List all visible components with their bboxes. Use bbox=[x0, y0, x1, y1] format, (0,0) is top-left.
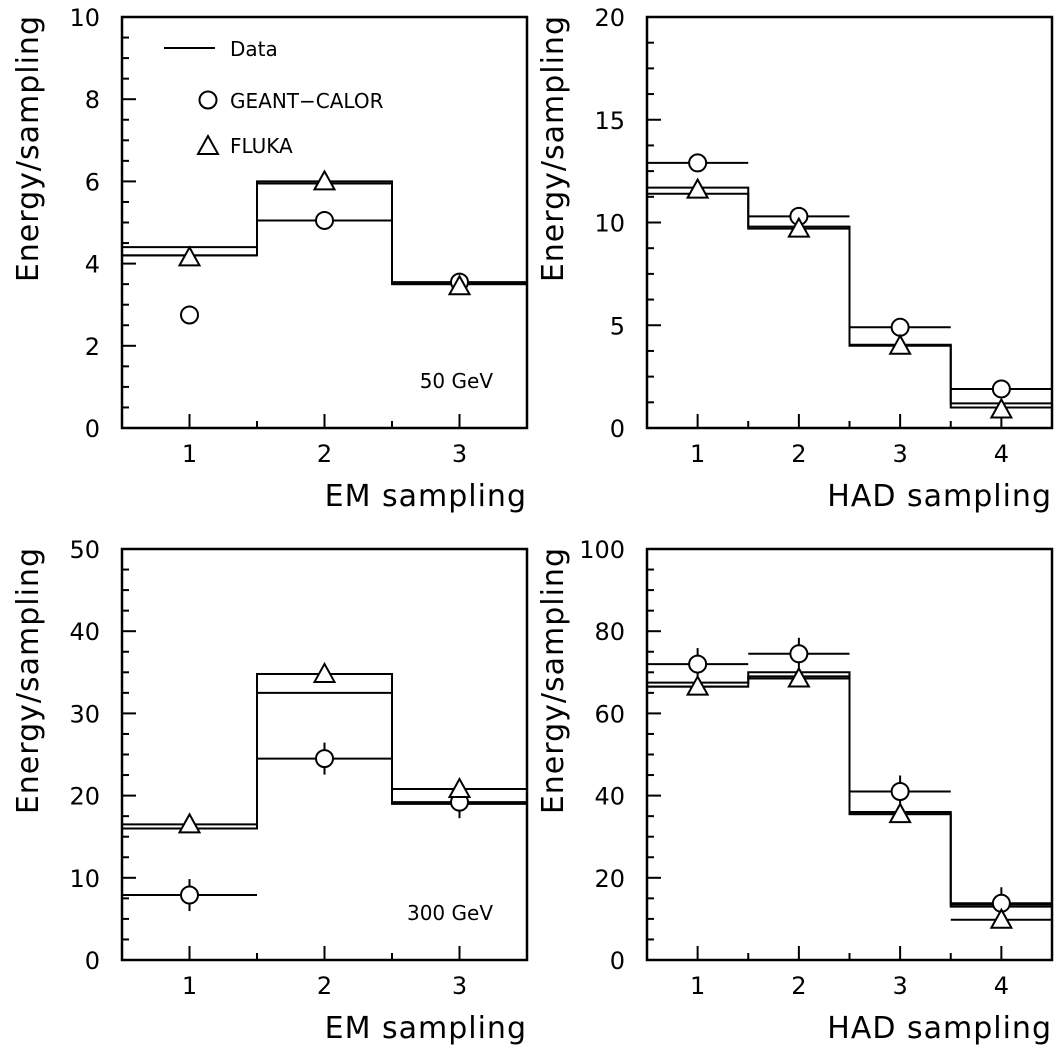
chart-panel-3: 0 10 20 30 40 50 1 2 3 EM sampling Energy/sampling… bbox=[11, 536, 529, 1046]
y-axis-title: Energy/sampling bbox=[536, 15, 571, 282]
energy-annotation: 300 GeV bbox=[407, 901, 493, 925]
plot-frame bbox=[645, 15, 1054, 430]
fluka-point bbox=[787, 216, 811, 238]
x-tick-label: 1 bbox=[690, 972, 705, 1000]
x-axis-title: HAD sampling bbox=[827, 479, 1052, 514]
x-axis-title: EM sampling bbox=[325, 1011, 527, 1046]
y-tick-label: 20 bbox=[594, 865, 625, 893]
chart-panel-4: 0 20 40 60 80 100 1 2 3 4 HAD sampling Energy/sampl… bbox=[536, 536, 1054, 1046]
y-tick-label: 20 bbox=[594, 4, 625, 32]
fluka-point bbox=[888, 333, 912, 355]
x-tick-label: 3 bbox=[452, 440, 467, 468]
energy-annotation: 50 GeV bbox=[420, 369, 494, 393]
fluka-point bbox=[685, 177, 710, 199]
fluka-point bbox=[312, 169, 337, 191]
geant-calor-point bbox=[688, 654, 708, 674]
y-tick-label: 100 bbox=[579, 536, 625, 564]
geant-calor-point bbox=[180, 885, 199, 905]
data-step-lower bbox=[122, 182, 527, 286]
legend-geant-calor-marker bbox=[198, 90, 218, 110]
x-axis-title: HAD sampling bbox=[827, 1011, 1052, 1046]
legend-label-geant-calor: GEANT−CALOR bbox=[230, 89, 384, 113]
fluka-point bbox=[447, 776, 472, 799]
x-tick-label: 2 bbox=[791, 972, 806, 1000]
fluka-point bbox=[989, 397, 1014, 419]
legend-label-fluka: FLUKA bbox=[230, 134, 293, 158]
geant-calor-point bbox=[688, 153, 708, 173]
data-step-upper bbox=[122, 180, 527, 284]
y-tick-label: 10 bbox=[69, 4, 100, 32]
geant-calor-point bbox=[789, 644, 809, 664]
y-tick-label: 0 bbox=[85, 947, 100, 975]
x-tick-label: 1 bbox=[690, 440, 705, 468]
y-tick-label: 15 bbox=[594, 107, 625, 135]
x-tick-label: 2 bbox=[317, 972, 332, 1000]
x-tick-label: 4 bbox=[994, 972, 1009, 1000]
y-tick-label: 0 bbox=[610, 415, 625, 443]
fluka-point bbox=[312, 661, 337, 683]
fluka-point bbox=[888, 802, 912, 824]
legend-label-data: Data bbox=[230, 37, 278, 61]
geant-calor-point bbox=[890, 317, 910, 337]
legend-fluka-marker bbox=[196, 133, 220, 155]
y-tick-label: 5 bbox=[610, 312, 625, 340]
y-tick-label: 40 bbox=[594, 783, 625, 811]
fluka-point bbox=[447, 274, 472, 296]
data-step-lower bbox=[122, 691, 527, 830]
y-tick-label: 20 bbox=[69, 783, 100, 811]
geant-calor-point bbox=[315, 749, 334, 769]
y-tick-label: 8 bbox=[85, 86, 100, 114]
y-tick-label: 10 bbox=[69, 865, 100, 893]
y-axis-title: Energy/sampling bbox=[11, 547, 46, 814]
y-tick-label: 80 bbox=[594, 618, 625, 646]
y-tick-label: 30 bbox=[69, 700, 100, 728]
fluka-point bbox=[787, 666, 811, 688]
x-tick-label: 3 bbox=[892, 972, 907, 1000]
geant-calor-point bbox=[890, 781, 910, 801]
x-tick-label: 2 bbox=[791, 440, 806, 468]
y-tick-label: 40 bbox=[69, 618, 100, 646]
y-tick-label: 2 bbox=[85, 333, 100, 361]
y-tick-label: 10 bbox=[594, 210, 625, 238]
y-tick-label: 50 bbox=[69, 536, 100, 564]
data-step-lower bbox=[647, 675, 1052, 908]
x-tick-label: 4 bbox=[994, 440, 1009, 468]
x-tick-label: 2 bbox=[317, 440, 332, 468]
fluka-point bbox=[177, 812, 202, 834]
x-tick-label: 3 bbox=[452, 972, 467, 1000]
x-axis-title: EM sampling bbox=[325, 479, 527, 514]
y-axis-title: Energy/sampling bbox=[536, 547, 571, 814]
y-axis-title: Energy/sampling bbox=[11, 15, 46, 282]
y-tick-label: 0 bbox=[610, 947, 625, 975]
y-tick-label: 6 bbox=[85, 168, 100, 196]
fluka-point bbox=[989, 907, 1014, 929]
x-tick-label: 1 bbox=[182, 972, 197, 1000]
y-tick-label: 0 bbox=[85, 415, 100, 443]
geant-calor-point bbox=[991, 379, 1011, 399]
legend: Data GEANT−CALOR FLUKA bbox=[164, 37, 384, 158]
chart-panel-2: 0 5 10 15 20 1 2 3 4 HAD sampling Energy/sampling bbox=[536, 4, 1054, 514]
y-tick-label: 60 bbox=[594, 700, 625, 728]
data-step-lower bbox=[647, 192, 1052, 409]
geant-calor-point bbox=[180, 305, 199, 325]
fluka-point bbox=[685, 674, 710, 696]
y-tick-label: 4 bbox=[85, 251, 100, 279]
fluka-point bbox=[177, 245, 202, 267]
geant-calor-point bbox=[315, 210, 334, 230]
x-tick-label: 1 bbox=[182, 440, 197, 468]
x-tick-label: 3 bbox=[892, 440, 907, 468]
